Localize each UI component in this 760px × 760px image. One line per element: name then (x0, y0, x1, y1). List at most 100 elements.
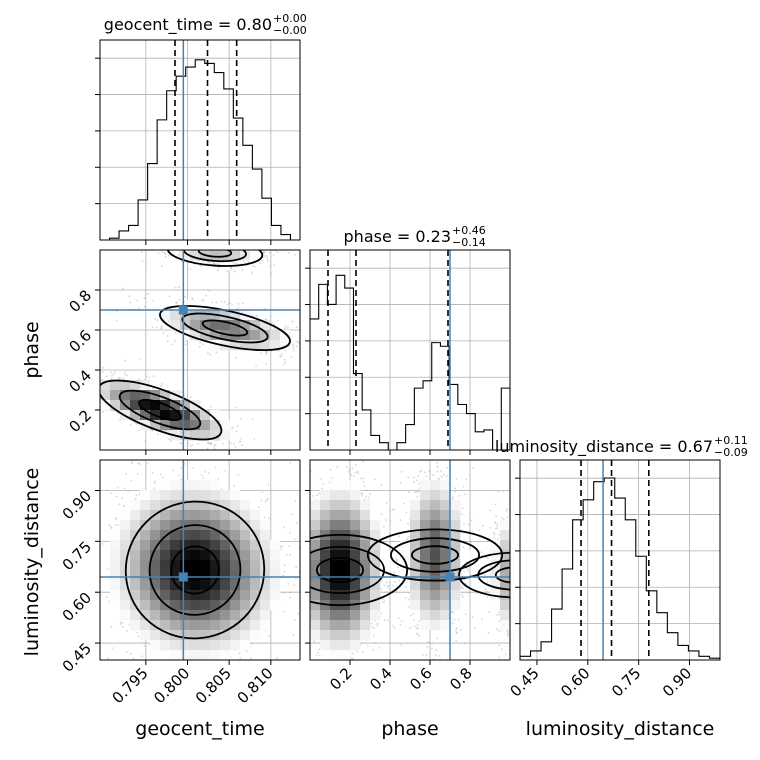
density-cell (160, 310, 171, 321)
sample-point (124, 373, 127, 376)
density-cell (190, 500, 201, 511)
density-panel (292, 460, 510, 699)
sample-point (322, 339, 324, 341)
density-cell (220, 590, 231, 601)
sample-point (222, 247, 224, 249)
density-cell (230, 560, 241, 571)
sample-point (294, 253, 296, 256)
sample-point (122, 377, 125, 380)
density-cell (180, 490, 191, 501)
sample-point (372, 649, 375, 651)
sample-point (324, 666, 326, 668)
density-cell (200, 480, 211, 491)
sample-point (214, 466, 217, 469)
sample-point (230, 442, 232, 445)
density-cell (190, 480, 201, 491)
sample-point (351, 657, 353, 660)
density-cell (160, 530, 171, 541)
sample-point (132, 657, 135, 660)
sample-point (306, 545, 308, 547)
density-cell (230, 310, 241, 321)
density-cell (240, 500, 251, 511)
sample-point (331, 477, 334, 480)
density-cell (150, 620, 161, 631)
sample-point (174, 331, 177, 334)
sample-point (227, 247, 229, 249)
sample-point (318, 654, 321, 657)
sample-point (287, 582, 290, 585)
sample-point (353, 474, 355, 477)
sample-point (62, 388, 64, 390)
sample-point (199, 341, 202, 344)
sample-point (295, 326, 298, 329)
density-cell (170, 480, 181, 491)
sample-point (196, 443, 199, 446)
sample-point (465, 478, 468, 481)
density-cell (110, 560, 121, 571)
sample-point (148, 376, 151, 379)
sample-point (226, 243, 228, 245)
sample-point (302, 442, 304, 444)
sample-point (110, 626, 113, 628)
density-cell (200, 430, 211, 441)
density-cell (170, 600, 181, 611)
sample-point (168, 438, 171, 440)
sample-point (92, 632, 94, 634)
grid-lines (100, 40, 300, 240)
sample-point (282, 526, 285, 529)
sample-point (177, 244, 179, 246)
sample-point (241, 444, 243, 447)
sample-point (321, 668, 323, 670)
sample-point (431, 642, 434, 645)
sample-point (110, 377, 113, 380)
sample-point (210, 237, 212, 239)
sample-point (204, 242, 206, 244)
sample-point (295, 577, 297, 580)
sample-point (169, 669, 171, 671)
sample-point (202, 298, 205, 301)
sample-point (192, 467, 195, 469)
sample-point (105, 375, 108, 378)
density-cell (190, 300, 201, 311)
density-cell (230, 340, 241, 351)
sample-point (260, 499, 263, 502)
sample-point (198, 661, 200, 663)
sample-point (177, 474, 180, 477)
sample-point (151, 472, 154, 474)
density-cell (270, 550, 281, 561)
sample-point (253, 437, 256, 440)
sample-point (302, 609, 304, 611)
density-cell (140, 570, 151, 581)
sample-point (292, 628, 294, 630)
sample-point (306, 689, 308, 691)
sample-point (218, 246, 220, 248)
sample-point (138, 307, 140, 310)
sample-point (52, 654, 54, 656)
sample-point (395, 558, 398, 561)
sample-point (234, 445, 237, 448)
sample-point (177, 253, 180, 256)
sample-point (198, 241, 200, 243)
sample-point (226, 303, 229, 306)
sample-point (194, 248, 196, 250)
sample-point (312, 697, 314, 699)
sample-point (263, 251, 266, 253)
sample-point (121, 621, 124, 624)
sample-point (111, 721, 113, 723)
density-cell (120, 510, 131, 521)
density-cell (100, 400, 111, 411)
density-cell (260, 540, 271, 551)
density-cell (180, 630, 191, 641)
sample-point (329, 468, 332, 471)
sample-point (151, 429, 154, 432)
sample-point (110, 371, 112, 374)
sample-point (380, 612, 383, 615)
density-cell (260, 340, 271, 351)
sample-point (160, 384, 162, 387)
density-cell (190, 580, 201, 591)
contour-line (159, 305, 291, 351)
sample-point (267, 483, 270, 486)
density-cell (270, 330, 281, 341)
density-cell (150, 630, 161, 641)
sample-point (119, 623, 122, 626)
